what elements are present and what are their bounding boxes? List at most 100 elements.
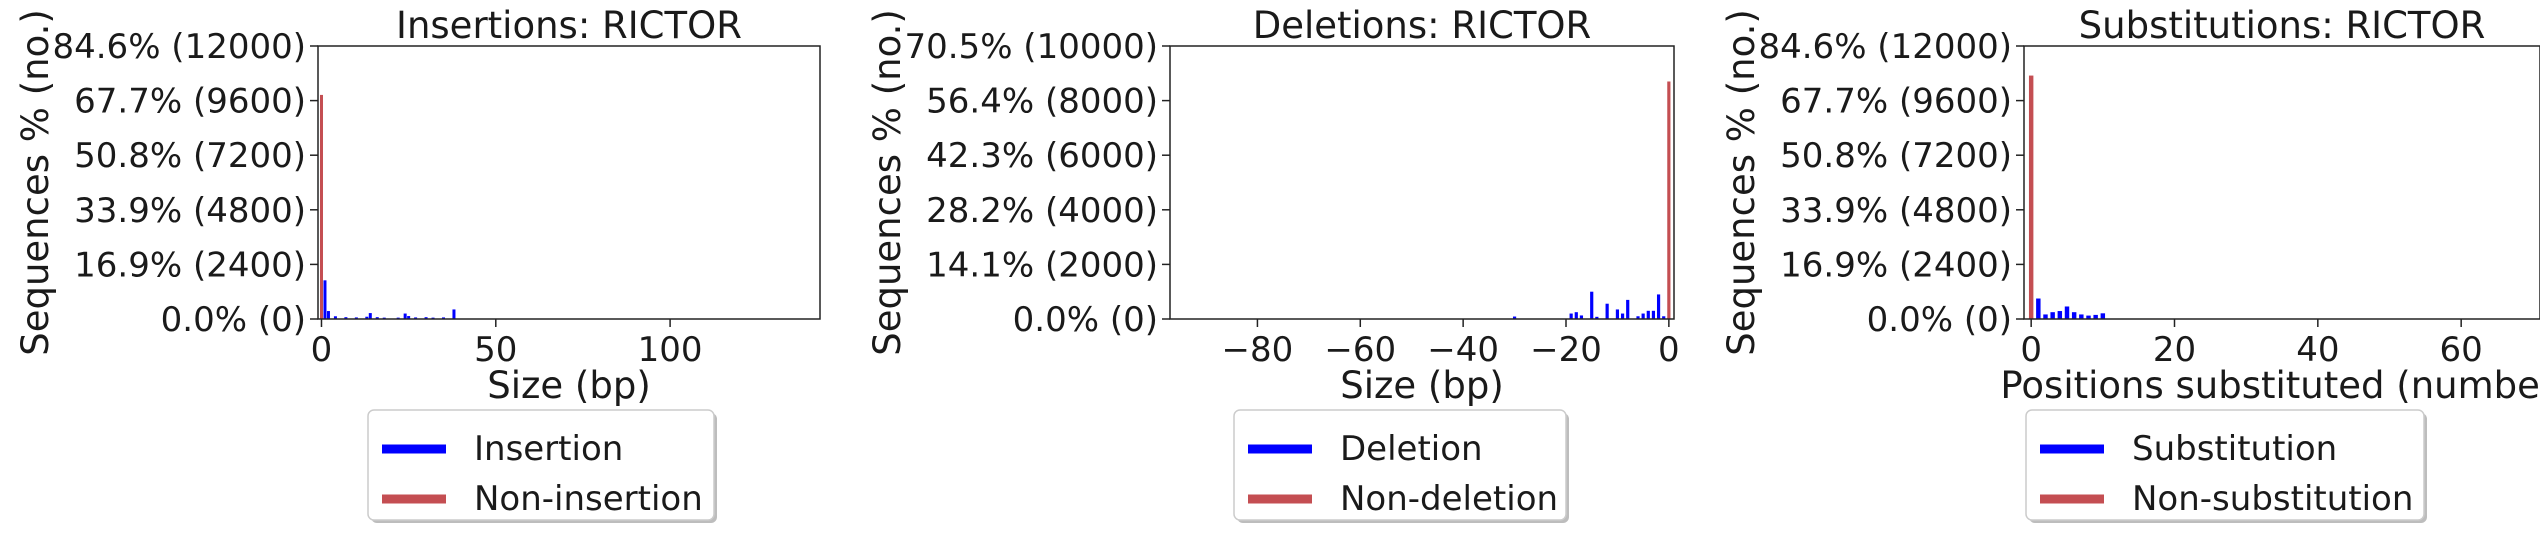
legend-label-deletion: Deletion [1340,429,1483,469]
y-tick-label: 0.0% (0) [1867,300,2012,340]
bar-deletion-5 [1590,291,1594,319]
chart-title: Insertions: RICTOR [396,4,742,47]
chart-title: Deletions: RICTOR [1253,4,1592,47]
y-tick-label: 84.6% (12000) [52,27,306,67]
bar-insertion-6 [365,316,369,319]
x-tick-label: 60 [2440,330,2483,370]
bar-deletion-12 [1641,313,1645,319]
bar-deletion-3 [1574,312,1578,319]
legend-label-non-deletion: Non-deletion [1340,479,1558,519]
bar-substitution-7 [2079,314,2084,319]
bar-deletion-14 [1651,310,1656,319]
y-tick-label: 67.7% (9600) [1780,82,2012,122]
legend-label-substitution: Substitution [2132,429,2337,469]
x-axis-label: Size (bp) [487,364,651,407]
legend-label-non-substitution: Non-substitution [2132,479,2413,519]
y-axis-label: Sequences % (no.) [14,9,57,356]
legend: Deletion Non-deletion [1233,409,1569,523]
x-tick-label: −20 [1530,330,1602,370]
bar-insertion-16 [442,317,445,319]
x-tick-label: 0 [311,330,333,370]
y-tick-label: 50.8% (7200) [74,136,306,176]
bar-non-substitution-1 [2028,75,2034,319]
x-axis-label: Size (bp) [1340,364,1504,407]
bar-insertion-2 [326,311,330,319]
bar-insertion-14 [424,317,428,319]
bar-substitution-3 [2050,312,2055,319]
legend: Insertion Non-insertion [367,409,717,523]
x-tick-label: 100 [638,330,703,370]
y-tick-label: 16.9% (2400) [1780,245,2012,285]
bar-non-insertion-1 [319,94,323,319]
x-tick-label: −80 [1222,330,1294,370]
bar-insertion-12 [407,316,411,319]
x-tick-label: −60 [1324,330,1396,370]
x-axis-label: Positions substituted (number) [2000,364,2540,407]
bar-deletion-10 [1626,299,1630,319]
bar-substitution-2 [2043,314,2048,319]
y-tick-label: 67.7% (9600) [74,82,306,122]
bar-deletion-2 [1569,313,1573,319]
legend-label-insertion: Insertion [474,429,623,469]
y-tick-label: 14.1% (2000) [926,245,1158,285]
y-tick-label: 0.0% (0) [1013,300,1158,340]
bar-insertion-3 [333,316,337,319]
bar-non-deletion-1 [1667,81,1671,320]
legend-box [367,409,715,521]
bar-deletion-4 [1579,315,1584,319]
x-tick-label: −40 [1427,330,1499,370]
x-tick-label: 20 [2153,330,2196,370]
plot-frame [1169,45,1675,320]
plot-frame [317,45,821,320]
chart-panel-2: 0.0% (0) 14.1% (2000) 28.2% (4000) 42.3% (6… [866,4,1680,523]
bar-deletion-15 [1656,294,1661,319]
x-tick-label: 0 [2020,330,2042,370]
y-axis-label: Sequences % (no.) [866,9,909,356]
bar-deletion-9 [1620,313,1625,319]
legend-label-non-insertion: Non-insertion [474,479,703,519]
y-tick-label: 70.5% (10000) [904,27,1158,67]
y-tick-label: 16.9% (2400) [74,245,306,285]
bar-insertion-1 [323,280,327,319]
legend-box [1233,409,1567,521]
bar-insertion-7 [368,313,372,319]
chart-title: Substitutions: RICTOR [2079,4,2486,47]
y-tick-label: 50.8% (7200) [1780,136,2012,176]
y-tick-label: 84.6% (12000) [1758,27,2012,67]
y-tick-label: 56.4% (8000) [926,82,1158,122]
bar-substitution-8 [2086,315,2091,319]
x-tick-label: 0 [1658,330,1680,370]
bar-deletion-1 [1512,316,1517,319]
bar-insertion-4 [344,317,348,319]
x-tick-label: 50 [474,330,517,370]
bar-substitution-10 [2100,313,2106,319]
bar-deletion-16 [1662,316,1666,319]
bar-deletion-13 [1646,310,1650,319]
bar-insertion-17 [452,309,456,319]
legend-box [2025,409,2425,521]
y-axis-label: Sequences % (no.) [1720,9,1763,356]
y-tick-label: 33.9% (4800) [74,191,306,231]
bar-substitution-6 [2071,312,2077,319]
bar-insertion-5 [354,317,358,319]
plot-frame [2023,45,2540,320]
bar-deletion-7 [1605,303,1609,319]
bar-deletion-6 [1595,316,1599,319]
bar-deletion-11 [1636,316,1640,319]
bar-substitution-1 [2036,298,2041,319]
bar-substitution-5 [2064,306,2070,319]
y-tick-label: 28.2% (4000) [926,191,1158,231]
bar-substitution-4 [2057,311,2063,319]
bar-insertion-13 [414,317,418,319]
y-tick-label: 42.3% (6000) [926,136,1158,176]
bar-substitution-9 [2093,314,2098,319]
bar-insertion-11 [403,313,407,319]
y-tick-label: 33.9% (4800) [1780,191,2012,231]
chart-panel-3: 0.0% (0) 16.9% (2400) 33.9% (4800) 50.8% (7… [1720,4,2540,523]
y-tick-label: 0.0% (0) [161,300,306,340]
legend: Substitution Non-substitution [2025,409,2427,523]
chart-panel-1: 0.0% (0) 16.9% (2400) 33.9% (4800) 50.8% (7… [14,4,821,523]
bar-deletion-8 [1615,309,1620,319]
